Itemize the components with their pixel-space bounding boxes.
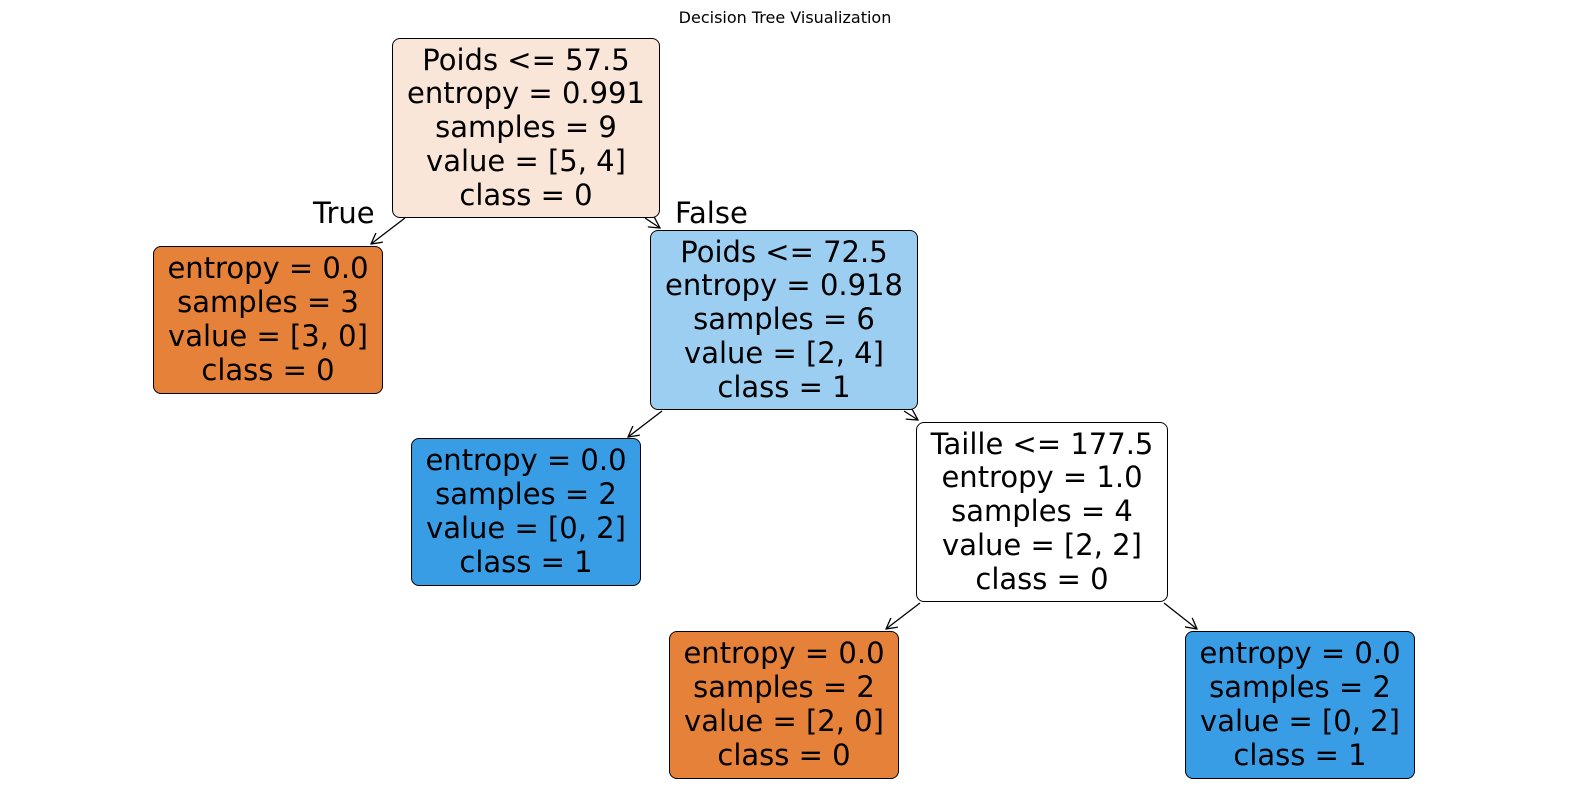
node-split-rule: Poids <= 72.5 (680, 234, 888, 269)
tree-node-leaf-3: entropy = 0.0 samples = 2 value = [0, 2]… (411, 438, 641, 586)
edge-4-6 (1163, 602, 1197, 629)
edge-2-3 (628, 410, 663, 437)
tree-node-leaf-1: entropy = 0.0 samples = 3 value = [3, 0]… (153, 246, 383, 394)
diagram-title: Decision Tree Visualization (678, 8, 892, 27)
node-class: class = 0 (975, 561, 1109, 596)
branch-label-true: True (313, 196, 375, 230)
node-class: class = 1 (459, 544, 593, 579)
node-value: value = [2, 0] (684, 704, 884, 738)
branch-label-false: False (675, 196, 748, 230)
edge-4-5 (886, 602, 921, 629)
edge-2-4 (903, 411, 918, 420)
edge-0-1 (371, 217, 406, 244)
node-value: value = [3, 0] (168, 319, 368, 353)
node-split-rule: Poids <= 57.5 (422, 42, 630, 77)
node-samples: samples = 2 (435, 477, 617, 512)
node-class: class = 0 (201, 352, 335, 387)
node-class: class = 1 (1233, 737, 1367, 772)
node-entropy: entropy = 0.0 (1199, 636, 1401, 671)
node-value: value = [5, 4] (426, 143, 626, 178)
node-entropy: entropy = 0.0 (425, 443, 627, 478)
node-samples: samples = 6 (693, 302, 875, 337)
node-entropy: entropy = 0.918 (665, 268, 903, 303)
node-entropy: entropy = 1.0 (941, 460, 1143, 495)
node-samples: samples = 4 (951, 494, 1133, 529)
tree-node-leaf-5: entropy = 0.0 samples = 2 value = [2, 0]… (669, 631, 899, 779)
node-split-rule: Taille <= 177.5 (930, 426, 1154, 461)
edge-0-2 (644, 218, 660, 228)
node-samples: samples = 9 (435, 110, 617, 145)
node-entropy: entropy = 0.991 (407, 76, 645, 111)
tree-node-split-4: Taille <= 177.5 entropy = 1.0 samples = … (916, 422, 1168, 602)
node-value: value = [0, 2] (426, 511, 626, 545)
node-entropy: entropy = 0.0 (683, 636, 885, 671)
node-class: class = 1 (717, 369, 851, 404)
node-samples: samples = 2 (693, 670, 875, 705)
node-value: value = [2, 2] (942, 527, 1142, 562)
node-samples: samples = 3 (177, 285, 359, 320)
node-class: class = 0 (717, 737, 851, 772)
tree-node-split-2: Poids <= 72.5 entropy = 0.918 samples = … (650, 230, 918, 410)
tree-node-leaf-6: entropy = 0.0 samples = 2 value = [0, 2]… (1185, 631, 1415, 779)
node-value: value = [2, 4] (684, 335, 884, 370)
node-class: class = 0 (459, 177, 593, 212)
tree-node-root: Poids <= 57.5 entropy = 0.991 samples = … (392, 38, 660, 218)
node-entropy: entropy = 0.0 (167, 251, 369, 286)
node-value: value = [0, 2] (1200, 704, 1400, 738)
node-samples: samples = 2 (1209, 670, 1391, 705)
